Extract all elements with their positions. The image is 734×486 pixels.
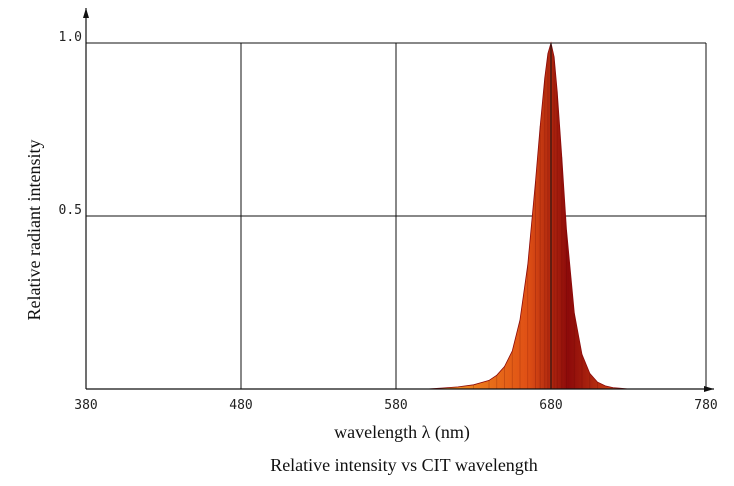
spectrum-area [426,41,629,390]
spectrum-area-group [426,41,629,390]
x-tick-labels: 380 480 580 680 780 [74,398,717,413]
axes [83,8,714,392]
chart-caption: Relative intensity vs CIT wavelength [270,455,538,475]
x-tick-label: 780 [694,398,717,413]
grid-lines [86,42,707,389]
y-tick-label: 0.5 [59,203,82,218]
x-tick-label: 580 [384,398,407,413]
x-tick-label: 680 [539,398,562,413]
x-axis-title: wavelength λ (nm) [334,422,470,443]
y-axis-title: Relative radiant intensity [24,140,44,321]
x-axis-arrow [704,386,714,392]
y-axis-arrow [83,8,89,18]
x-tick-label: 380 [74,398,97,413]
x-tick-label: 480 [229,398,252,413]
y-tick-labels: 0.5 1.0 [59,30,82,218]
y-tick-label: 1.0 [59,30,82,45]
